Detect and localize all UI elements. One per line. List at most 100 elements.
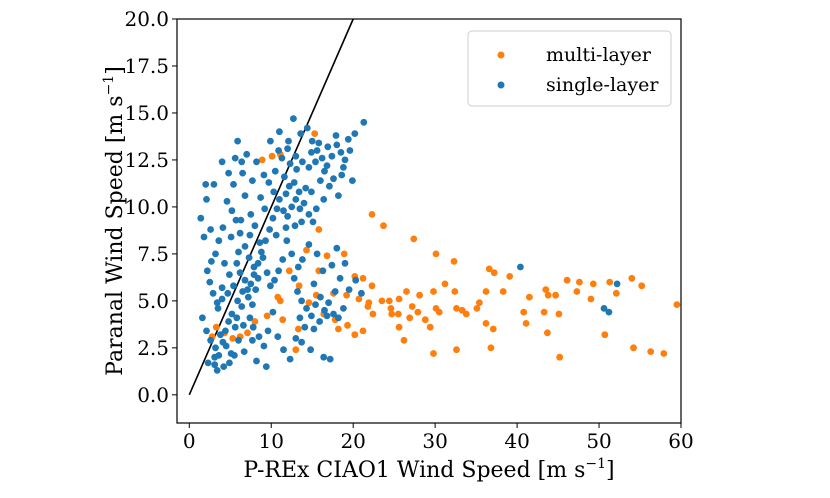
point-single-layer (282, 224, 290, 232)
point-single-layer (260, 342, 268, 350)
point-single-layer (254, 259, 262, 267)
point-single-layer (219, 224, 227, 232)
point-single-layer (235, 336, 242, 344)
point-multi-layer (482, 320, 490, 327)
point-single-layer (331, 288, 339, 295)
point-single-layer (305, 211, 313, 218)
point-single-layer (241, 243, 249, 250)
point-single-layer (330, 175, 337, 183)
point-single-layer (267, 137, 274, 145)
point-single-layer (285, 182, 293, 190)
point-multi-layer (315, 226, 323, 233)
point-single-layer (337, 149, 345, 156)
point-multi-layer (435, 308, 443, 316)
point-single-layer (211, 353, 219, 361)
point-multi-layer (552, 291, 559, 299)
point-single-layer (263, 269, 271, 277)
point-single-layer (239, 288, 247, 295)
point-single-layer (276, 196, 283, 203)
point-single-layer (231, 352, 238, 359)
point-single-layer (325, 299, 332, 307)
point-single-layer (274, 333, 282, 340)
point-multi-layer (229, 335, 237, 342)
y-tick-label: 15.0 (124, 101, 169, 125)
point-multi-layer (285, 267, 293, 275)
point-multi-layer (395, 295, 403, 303)
point-single-layer (294, 288, 301, 295)
point-single-layer (332, 132, 340, 139)
point-single-layer (270, 188, 278, 196)
point-multi-layer (432, 250, 440, 258)
point-single-layer (305, 164, 313, 171)
point-single-layer (296, 205, 304, 213)
y-axis: 0.0 2.5 5.0 7.5 10.0 12.5 15.0 17.5 20.0 (124, 7, 177, 407)
y-axis-title-superscript: −1 (101, 75, 117, 96)
y-tick-label: 2.5 (137, 336, 169, 360)
point-multi-layer (673, 301, 681, 308)
point-multi-layer (628, 274, 636, 282)
x-tick-label: 30 (422, 429, 447, 453)
point-single-layer (352, 276, 360, 284)
point-single-layer (338, 171, 346, 179)
point-single-layer (238, 303, 246, 310)
point-multi-layer (573, 288, 581, 295)
point-multi-layer (303, 246, 310, 254)
point-single-layer (346, 147, 354, 154)
point-single-layer (211, 361, 219, 369)
point-single-layer (292, 335, 300, 342)
point-single-layer (269, 308, 277, 316)
point-single-layer (302, 184, 310, 192)
point-single-layer (286, 355, 294, 363)
point-single-layer (269, 214, 277, 222)
point-single-layer (233, 259, 241, 267)
point-multi-layer (544, 329, 551, 337)
point-single-layer (226, 359, 233, 367)
point-single-layer (249, 323, 257, 331)
point-single-layer (225, 318, 233, 325)
point-single-layer (203, 327, 210, 335)
point-single-layer (250, 271, 258, 278)
point-multi-layer (378, 297, 386, 305)
point-single-layer (320, 353, 328, 361)
point-multi-layer (473, 305, 481, 312)
point-single-layer (283, 237, 291, 245)
point-single-layer (208, 258, 215, 265)
point-single-layer (517, 263, 524, 271)
point-single-layer (313, 250, 321, 258)
point-single-layer (292, 152, 300, 160)
point-single-layer (256, 239, 264, 247)
point-single-layer (276, 128, 283, 136)
y-axis-title-close: ] (103, 66, 128, 75)
legend-label-single-layer: single-layer (546, 74, 659, 96)
point-single-layer (233, 314, 241, 322)
legend-marker-single-layer (497, 81, 505, 89)
point-single-layer (293, 165, 300, 173)
point-single-layer (301, 323, 309, 331)
point-single-layer (349, 177, 356, 185)
point-single-layer (298, 218, 305, 226)
point-single-layer (235, 248, 242, 256)
point-single-layer (207, 336, 215, 344)
point-single-layer (203, 267, 211, 275)
points-layer (197, 115, 681, 374)
point-multi-layer (258, 156, 266, 164)
point-multi-layer (311, 130, 319, 138)
point-multi-layer (520, 308, 528, 316)
point-multi-layer (387, 305, 395, 312)
point-single-layer (290, 274, 298, 282)
point-multi-layer (403, 288, 410, 295)
y-tick-label: 17.5 (124, 54, 169, 78)
point-single-layer (336, 274, 344, 282)
point-multi-layer (274, 293, 282, 301)
point-single-layer (261, 205, 269, 213)
point-multi-layer (400, 336, 408, 344)
point-single-layer (288, 203, 296, 211)
point-single-layer (237, 216, 245, 224)
point-multi-layer (251, 318, 259, 325)
point-single-layer (328, 152, 336, 160)
point-single-layer (215, 237, 223, 245)
point-multi-layer (340, 250, 348, 258)
point-single-layer (247, 211, 255, 218)
point-single-layer (212, 344, 219, 352)
point-single-layer (330, 310, 337, 318)
